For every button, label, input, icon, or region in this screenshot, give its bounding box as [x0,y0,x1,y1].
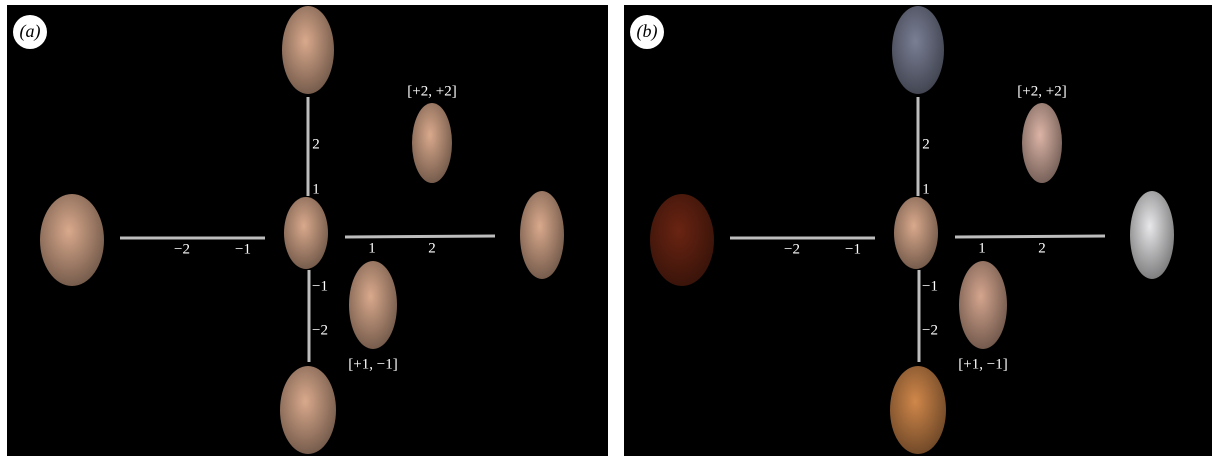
y-axis-label: 2 [312,136,320,152]
face [894,197,938,269]
y-axis-label: 1 [922,181,930,197]
annotation: [+2, +2] [1017,83,1066,99]
y-axis-label: −1 [312,278,328,294]
axis-line [955,236,1105,237]
face [650,194,714,286]
face [40,194,104,286]
y-axis-label: 1 [312,181,320,197]
face [959,261,1007,349]
panel-label: (b) [637,21,658,42]
x-axis-label: 2 [1038,240,1046,256]
y-axis-label: 2 [922,136,930,152]
face [412,103,452,183]
axis-line [345,236,495,237]
face [284,197,328,269]
face [280,366,336,454]
y-axis-label: −2 [922,322,938,338]
figure: (a) −2 −1 1 2 2 1 −1 −2 [+2, +2] [+1, −1] (b) −2 −1 1 2… [0,0,1215,459]
annotation: [+1, −1] [348,356,397,372]
x-axis-label: 1 [978,240,986,256]
y-axis-label: −2 [312,322,328,338]
x-axis-label: −2 [174,241,190,257]
face [890,366,946,454]
x-axis-label: −1 [235,241,251,257]
x-axis-label: −1 [845,241,861,257]
face [892,6,944,94]
face [349,261,397,349]
x-axis-label: −2 [784,241,800,257]
face [1130,191,1174,279]
x-axis-label: 1 [368,240,376,256]
face [520,191,564,279]
annotation: [+1, −1] [958,356,1007,372]
annotation: [+2, +2] [407,83,456,99]
face [1022,103,1062,183]
y-axis-label: −1 [922,278,938,294]
x-axis-label: 2 [428,240,436,256]
panel-label: (a) [20,21,41,42]
face [282,6,334,94]
